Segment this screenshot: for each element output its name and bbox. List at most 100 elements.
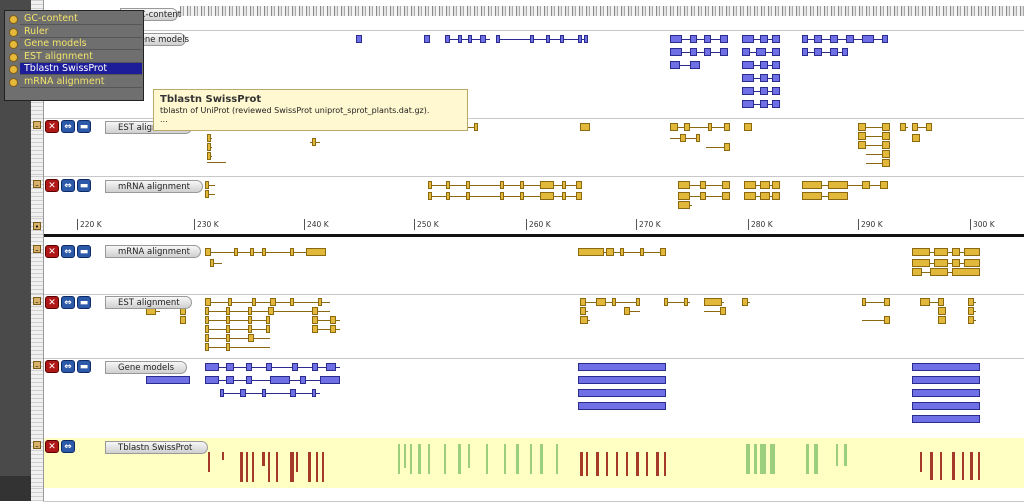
close-icon[interactable]: ✕	[45, 440, 59, 453]
track-feature[interactable]	[300, 376, 306, 384]
tblastn-swissprot-track-label[interactable]: Tblastn SwissProt	[105, 441, 208, 454]
track-feature[interactable]	[606, 452, 608, 476]
track-feature[interactable]	[756, 48, 766, 56]
track-feature[interactable]	[308, 452, 311, 482]
track-feature[interactable]	[312, 325, 318, 333]
menu-item-ruler[interactable]: Ruler	[20, 26, 142, 38]
menu-item-est-alignment[interactable]: EST alignment	[20, 51, 142, 63]
track-feature[interactable]	[205, 334, 209, 342]
track-feature[interactable]	[626, 452, 628, 476]
track-feature[interactable]	[842, 48, 848, 56]
track-feature[interactable]	[428, 181, 432, 189]
track-feature[interactable]	[316, 452, 318, 482]
track-feature[interactable]	[930, 268, 948, 276]
track-feature[interactable]	[556, 444, 558, 474]
track-feature[interactable]	[938, 307, 946, 315]
gc-content-track[interactable]	[43, 0, 1024, 31]
track-feature[interactable]	[884, 316, 890, 324]
track-feature[interactable]	[500, 192, 504, 200]
track-feature[interactable]	[814, 35, 822, 43]
track-feature[interactable]	[670, 61, 680, 69]
track-feature[interactable]	[322, 452, 324, 482]
track-feature[interactable]	[912, 134, 920, 142]
track-feature[interactable]	[862, 35, 874, 43]
track-feature[interactable]	[226, 343, 230, 351]
track-feature[interactable]	[858, 132, 866, 140]
track-feature[interactable]	[520, 192, 524, 200]
collapse-icon[interactable]: ▬	[77, 120, 91, 133]
track-feature[interactable]	[586, 452, 588, 476]
track-feature[interactable]	[596, 298, 606, 306]
track-feature[interactable]	[760, 35, 768, 43]
track-feature[interactable]	[912, 363, 980, 371]
track-feature[interactable]	[742, 35, 754, 43]
minimize-icon[interactable]: –	[33, 180, 41, 189]
track-feature[interactable]	[266, 325, 270, 333]
track-feature[interactable]	[228, 298, 232, 306]
track-feature[interactable]	[828, 181, 848, 189]
track-feature[interactable]	[882, 123, 890, 131]
track-feature[interactable]	[722, 181, 730, 189]
track-feature[interactable]	[180, 316, 186, 324]
track-feature[interactable]	[576, 192, 582, 200]
track-feature[interactable]	[964, 259, 980, 267]
track-feature[interactable]	[262, 248, 266, 256]
track-feature[interactable]	[772, 74, 780, 82]
track-feature[interactable]	[318, 298, 322, 306]
track-feature[interactable]	[678, 181, 690, 189]
track-feature[interactable]	[596, 452, 599, 476]
track-feature[interactable]	[844, 444, 847, 466]
track-feature[interactable]	[926, 123, 932, 131]
est-alignment-track-label[interactable]: EST alignment	[105, 296, 192, 309]
track-feature[interactable]	[722, 192, 730, 200]
minimize-icon[interactable]: –	[33, 121, 41, 130]
track-feature[interactable]	[446, 181, 450, 189]
track-feature[interactable]	[562, 192, 566, 200]
track-feature[interactable]	[205, 325, 209, 333]
track-feature[interactable]	[205, 307, 209, 315]
track-feature[interactable]	[205, 298, 211, 306]
track-feature[interactable]	[240, 389, 246, 397]
track-feature[interactable]	[952, 268, 980, 276]
track-feature[interactable]	[636, 298, 640, 306]
expand-icon[interactable]: ⇔	[61, 245, 75, 258]
track-feature[interactable]	[700, 192, 706, 200]
track-feature[interactable]	[912, 268, 922, 276]
track-feature[interactable]	[884, 298, 890, 306]
track-feature[interactable]	[540, 192, 554, 200]
track-feature[interactable]	[690, 35, 697, 43]
track-feature[interactable]	[670, 48, 682, 56]
track-feature[interactable]	[772, 48, 780, 56]
track-feature[interactable]	[205, 316, 209, 324]
track-feature[interactable]	[486, 444, 488, 474]
track-feature[interactable]	[428, 192, 432, 200]
mrna-alignment-track-label[interactable]: mRNA alignment	[105, 245, 201, 258]
track-feature[interactable]	[690, 48, 697, 56]
close-icon[interactable]: ✕	[45, 120, 59, 133]
track-feature[interactable]	[704, 298, 722, 306]
track-feature[interactable]	[858, 123, 866, 131]
track-feature[interactable]	[742, 48, 750, 56]
track-feature[interactable]	[268, 307, 274, 315]
track-feature[interactable]	[296, 452, 298, 472]
minimize-icon[interactable]: –	[33, 297, 41, 306]
track-feature[interactable]	[744, 181, 756, 189]
close-icon[interactable]: ✕	[45, 296, 59, 309]
track-feature[interactable]	[720, 48, 728, 56]
menu-item-mrna-alignment[interactable]: mRNA alignment	[20, 76, 142, 88]
track-feature[interactable]	[226, 325, 230, 333]
track-feature[interactable]	[207, 143, 211, 151]
track-feature[interactable]	[772, 61, 780, 69]
track-feature[interactable]	[578, 376, 666, 384]
track-feature[interactable]	[146, 376, 190, 384]
track-feature[interactable]	[742, 298, 748, 306]
track-feature[interactable]	[912, 248, 930, 256]
track-feature[interactable]	[205, 190, 209, 198]
track-feature[interactable]	[398, 444, 400, 474]
track-feature[interactable]	[880, 181, 888, 189]
track-feature[interactable]	[226, 334, 230, 342]
track-feature[interactable]	[468, 35, 472, 43]
track-feature[interactable]	[290, 298, 294, 306]
track-feature[interactable]	[312, 316, 318, 324]
track-feature[interactable]	[540, 444, 543, 474]
